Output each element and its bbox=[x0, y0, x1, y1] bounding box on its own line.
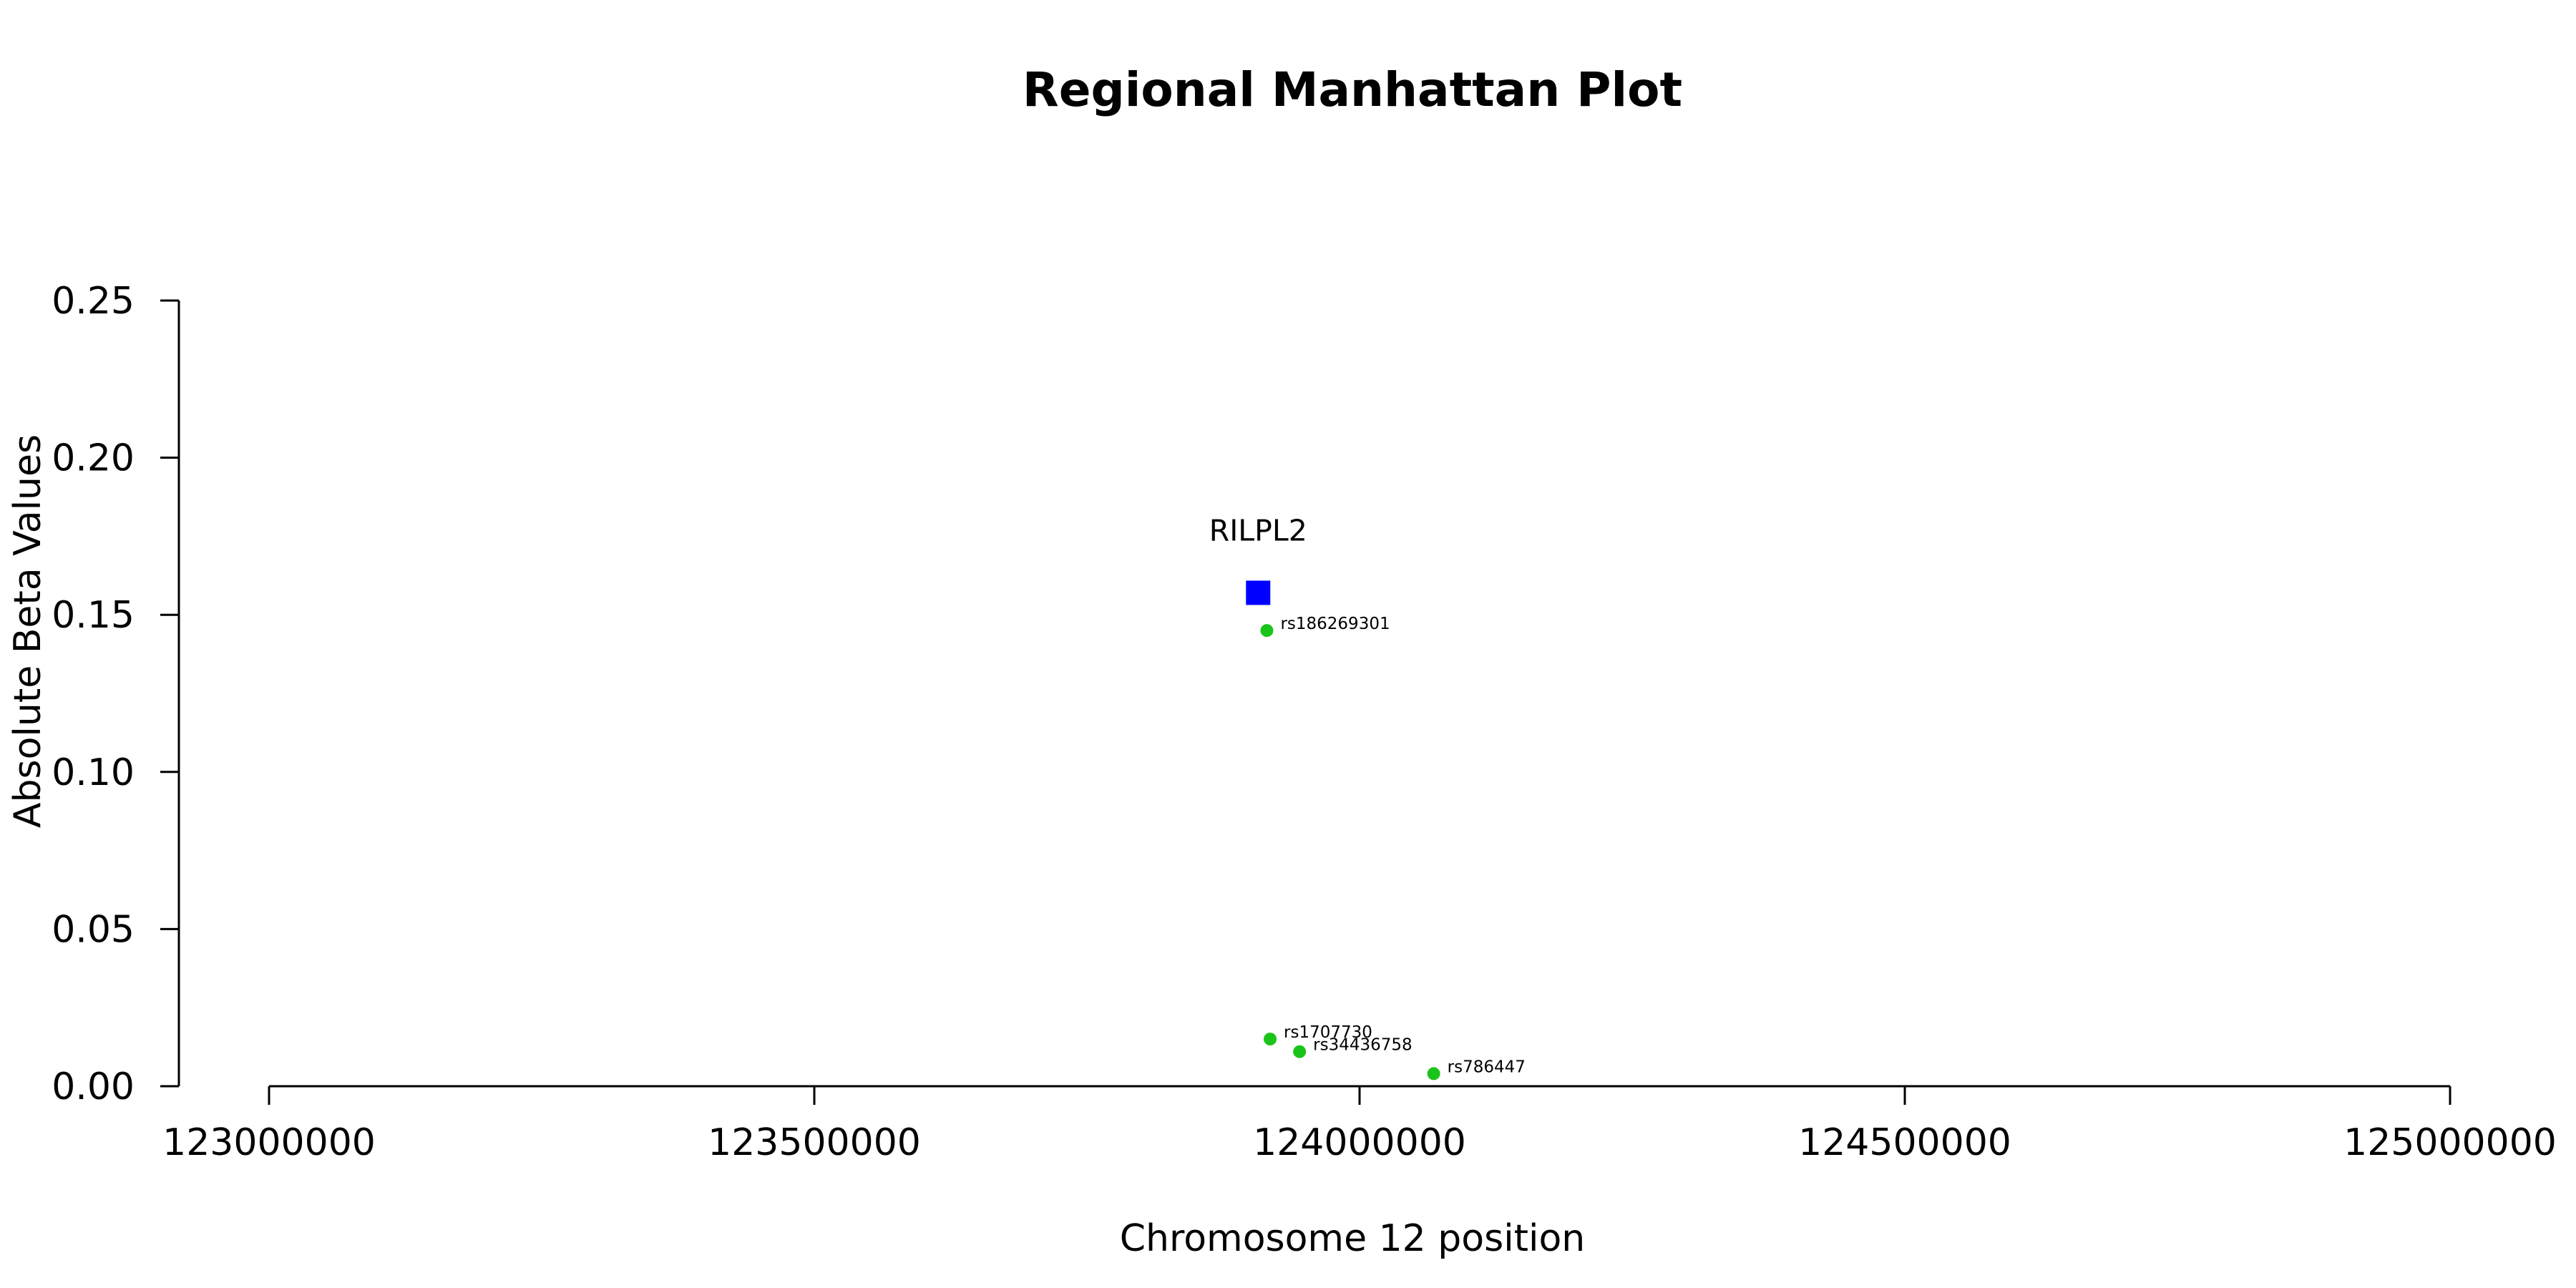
x-tick-label: 123000000 bbox=[162, 1121, 376, 1164]
snp-point bbox=[1293, 1045, 1307, 1058]
y-tick-label: 0.10 bbox=[52, 751, 135, 794]
x-axis-label: Chromosome 12 position bbox=[1120, 1217, 1586, 1260]
y-tick-label: 0.20 bbox=[52, 437, 135, 480]
snp-label: rs34436758 bbox=[1313, 1036, 1413, 1055]
snp-point bbox=[1264, 1033, 1277, 1046]
snp-label: rs1707730 bbox=[1284, 1023, 1372, 1042]
x-tick-label: 124000000 bbox=[1253, 1121, 1466, 1164]
snp-point bbox=[1427, 1067, 1440, 1080]
gene-marker bbox=[1246, 580, 1271, 605]
snp-label: rs186269301 bbox=[1280, 615, 1390, 633]
gene-label: RILPL2 bbox=[1209, 513, 1307, 547]
chart-title: Regional Manhattan Plot bbox=[1023, 62, 1682, 117]
y-tick-label: 0.00 bbox=[52, 1065, 135, 1108]
x-tick-label: 125000000 bbox=[2343, 1121, 2557, 1164]
y-axis-label: Absolute Beta Values bbox=[6, 434, 49, 828]
x-tick-label: 124500000 bbox=[1798, 1121, 2011, 1164]
snp-point bbox=[1260, 624, 1274, 638]
x-tick-label: 123500000 bbox=[708, 1121, 921, 1164]
y-tick-label: 0.15 bbox=[52, 594, 135, 637]
snp-label: rs786447 bbox=[1448, 1058, 1526, 1076]
y-tick-label: 0.25 bbox=[52, 280, 135, 323]
y-tick-label: 0.05 bbox=[52, 908, 135, 951]
axes: 123000000 123500000 124000000 124500000 1250… bbox=[52, 280, 2557, 1164]
